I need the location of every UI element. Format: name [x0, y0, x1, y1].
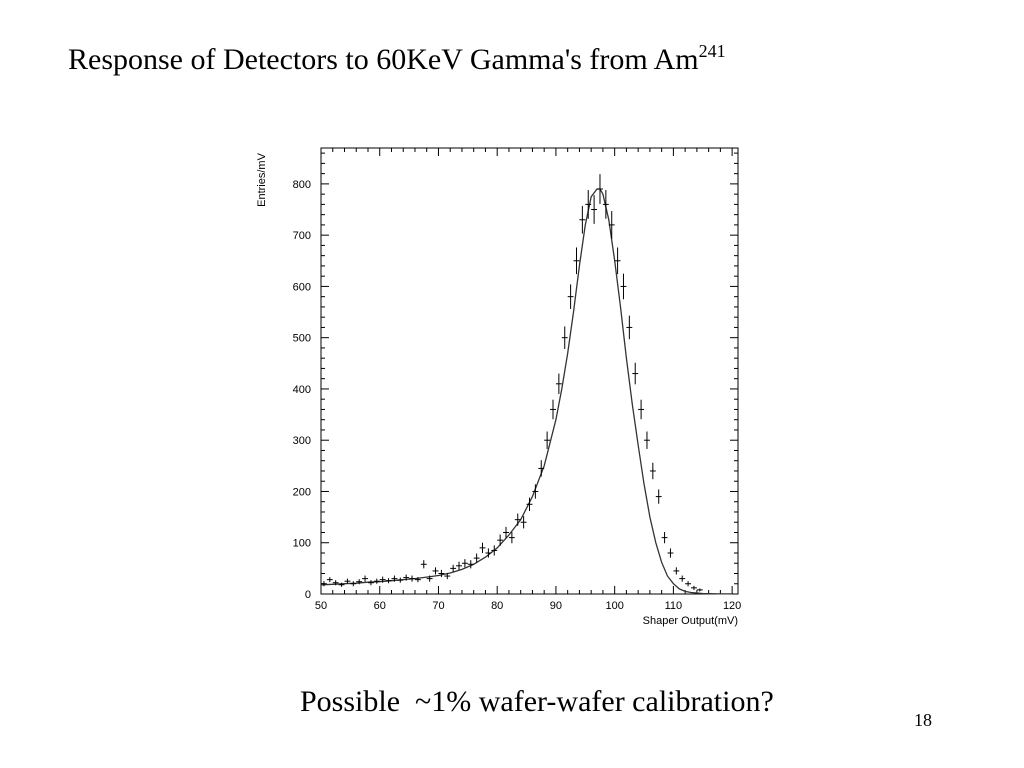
y-tick-label: 600 [293, 281, 311, 293]
slide-caption: Possible ~1% wafer-wafer calibration? [300, 685, 774, 718]
y-tick-label: 800 [293, 179, 311, 191]
y-axis-title: Entries/mV [256, 152, 268, 206]
y-tick-label: 300 [293, 435, 311, 447]
x-tick-label: 60 [374, 600, 386, 612]
plot-layer: 50 60 70 80 90 100 110 120 0 100 200 300 400 500 600 70… [293, 147, 741, 612]
x-tick-label: 80 [491, 600, 503, 612]
slide-title-text: Response of Detectors to 60KeV Gamma's f… [68, 43, 699, 76]
y-tick-label: 200 [293, 486, 311, 498]
plot-frame [320, 147, 739, 595]
y-tick-label: 700 [293, 230, 311, 242]
y-tick-label: 0 [305, 589, 311, 601]
y-tick-label: 400 [293, 384, 311, 396]
page-number: 18 [914, 710, 932, 730]
y-tick-label: 100 [293, 538, 311, 550]
x-tick-label: 90 [550, 600, 562, 612]
slide-title-superscript: 241 [698, 41, 726, 61]
y-tick-label: 500 [293, 333, 311, 345]
x-tick-label: 120 [723, 600, 741, 612]
slide-title: Response of Detectors to 60KeV Gamma's f… [68, 40, 726, 80]
x-tick-label: 50 [315, 600, 327, 612]
x-tick-label: 70 [432, 600, 444, 612]
x-axis-title: Shaper Output(mV) [643, 615, 738, 627]
fit-curve [320, 188, 733, 595]
x-tick-label: 100 [605, 600, 623, 612]
x-tick-label: 110 [665, 600, 683, 612]
